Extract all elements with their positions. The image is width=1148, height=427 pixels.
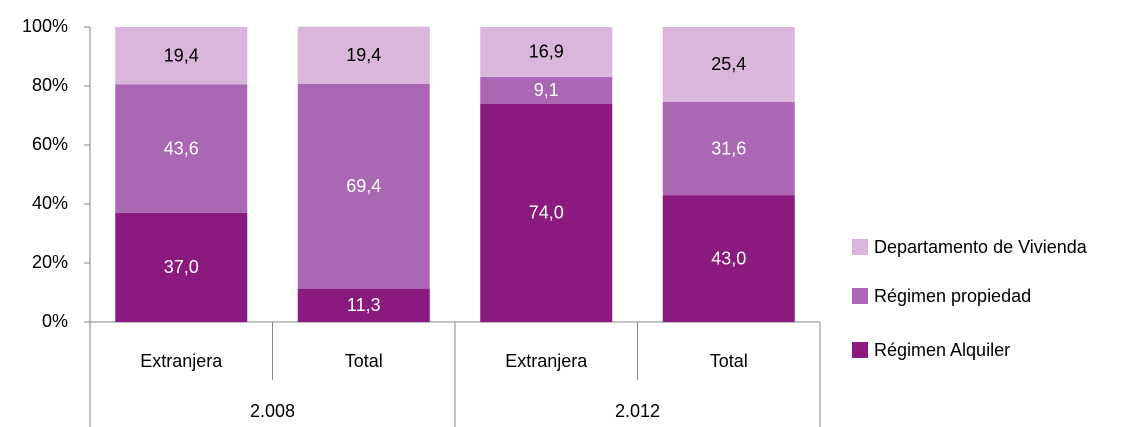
legend-swatch	[852, 342, 868, 358]
x-tick-label: Extranjera	[505, 351, 588, 371]
x-tick-label: Extranjera	[140, 351, 223, 371]
y-tick-label: 0%	[42, 311, 68, 331]
bar-segment	[662, 195, 795, 322]
data-label: 16,9	[529, 42, 564, 62]
bar-segment	[480, 103, 613, 322]
bar-segment	[662, 27, 795, 102]
data-label: 74,0	[529, 203, 564, 223]
bar-segment	[480, 76, 613, 104]
data-label: 9,1	[534, 80, 559, 100]
data-label: 43,0	[711, 248, 746, 268]
bar-segment	[662, 101, 795, 196]
legend-swatch	[852, 288, 868, 304]
y-tick-label: 60%	[32, 134, 68, 154]
data-label: 19,4	[164, 45, 199, 65]
bar-segment	[115, 27, 248, 85]
bar-segment	[480, 27, 613, 77]
y-tick-label: 80%	[32, 75, 68, 95]
data-label: 69,4	[346, 176, 381, 196]
data-label: 37,0	[164, 257, 199, 277]
legend-label: Régimen propiedad	[874, 286, 1031, 306]
group-label: 2.008	[250, 401, 295, 421]
bar-segment	[115, 212, 248, 322]
bar-segment	[297, 83, 430, 289]
data-label: 31,6	[711, 138, 746, 158]
x-tick-label: Total	[710, 351, 748, 371]
bar-segment	[115, 84, 248, 213]
y-tick-label: 20%	[32, 252, 68, 272]
data-label: 43,6	[164, 138, 199, 158]
data-label: 19,4	[346, 45, 381, 65]
legend-label: Régimen Alquiler	[874, 340, 1010, 360]
bar-segment	[297, 288, 430, 322]
data-label: 11,3	[347, 295, 381, 315]
legend-label: Departamento de Vivienda	[874, 237, 1088, 257]
data-label: 25,4	[711, 54, 746, 74]
group-label: 2.012	[615, 401, 660, 421]
x-tick-label: Total	[345, 351, 383, 371]
y-tick-label: 40%	[32, 193, 68, 213]
y-tick-label: 100%	[22, 16, 68, 36]
legend-swatch	[852, 239, 868, 255]
bar-segment	[297, 26, 430, 84]
